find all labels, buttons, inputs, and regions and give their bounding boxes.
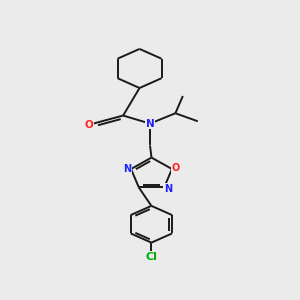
Text: O: O <box>172 163 180 173</box>
Text: O: O <box>84 120 93 130</box>
Text: Cl: Cl <box>146 252 157 262</box>
Text: N: N <box>146 118 154 129</box>
Text: N: N <box>164 184 172 194</box>
Text: N: N <box>123 164 131 174</box>
